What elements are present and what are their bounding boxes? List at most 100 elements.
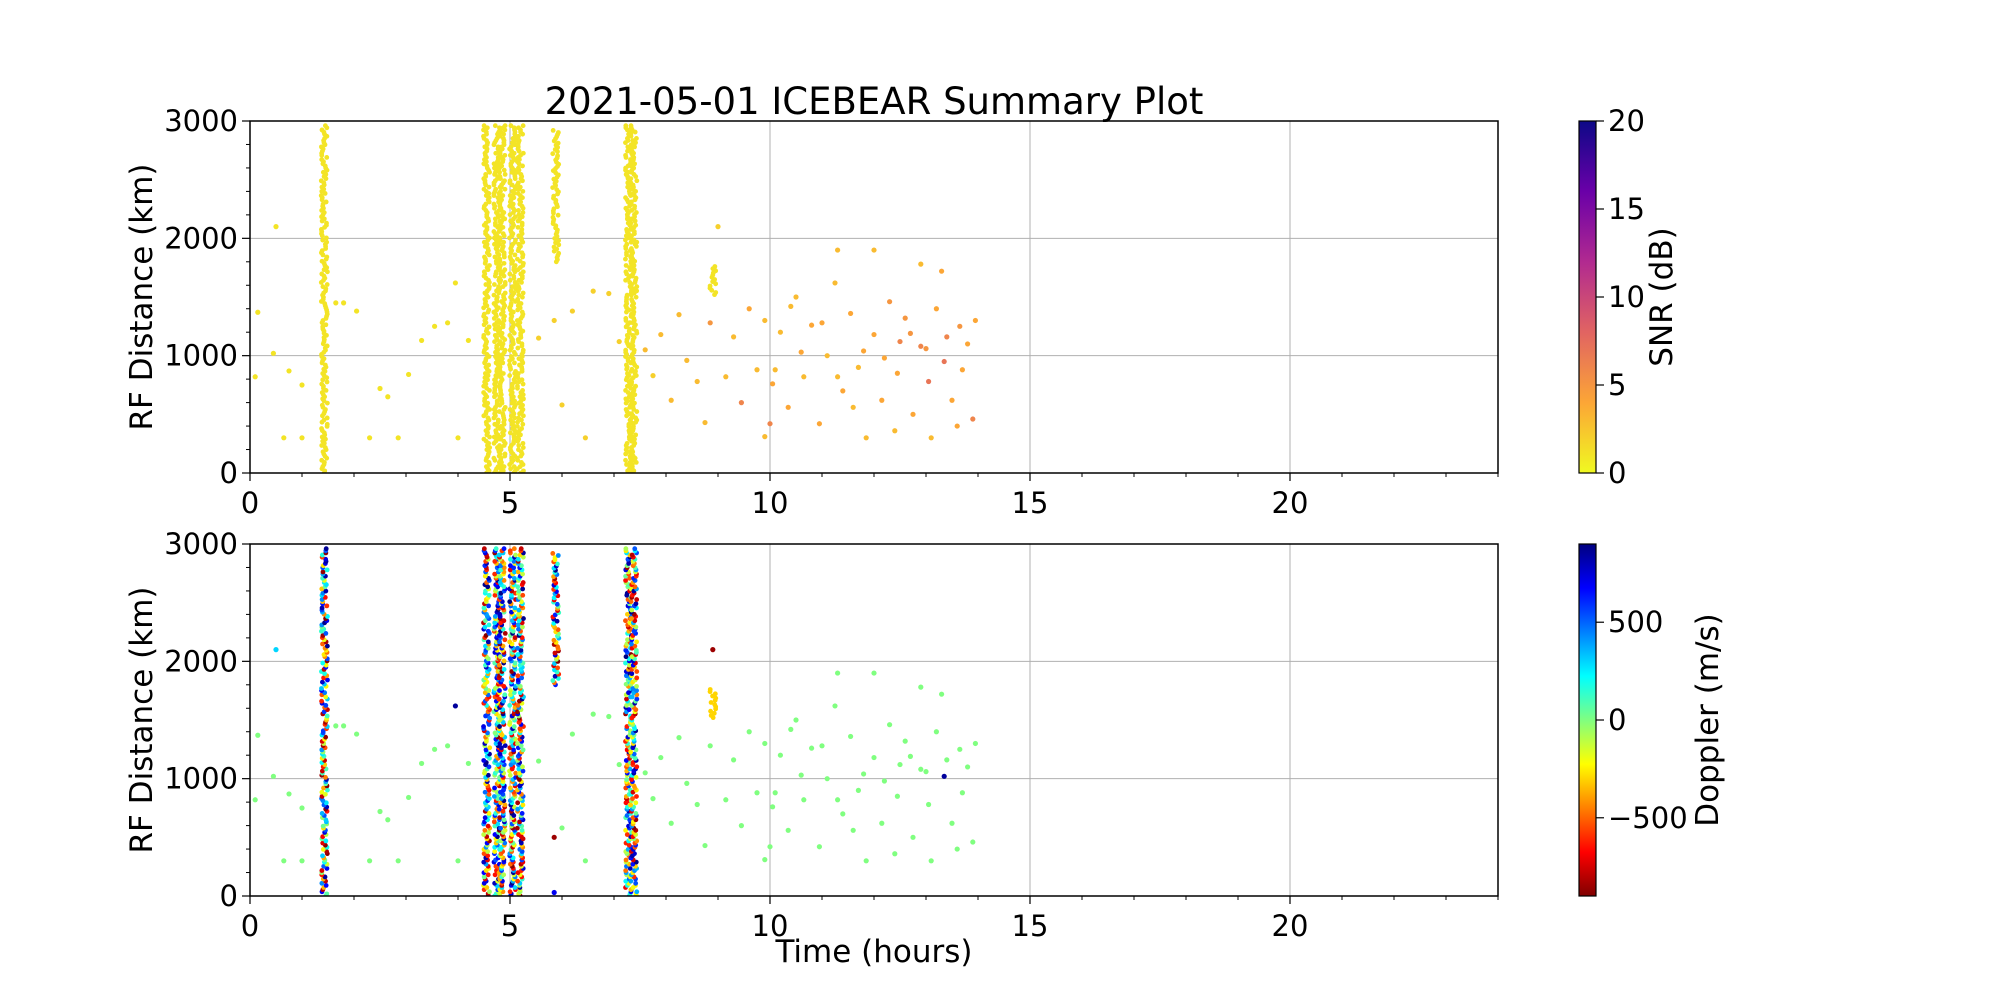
streak-point bbox=[502, 802, 508, 808]
streak-point bbox=[483, 172, 489, 177]
data-point bbox=[850, 404, 856, 410]
data-point bbox=[907, 753, 914, 759]
streak-point bbox=[629, 462, 635, 467]
streak-point bbox=[482, 254, 487, 260]
streak-point bbox=[321, 785, 326, 791]
streak-point bbox=[712, 702, 718, 708]
data-point bbox=[824, 776, 830, 782]
streak-point bbox=[555, 665, 561, 671]
streak-point bbox=[323, 631, 329, 636]
streak-point bbox=[319, 698, 324, 704]
streak-point bbox=[623, 857, 629, 863]
streak-point bbox=[520, 747, 526, 753]
streak-point bbox=[519, 377, 525, 383]
streak-point bbox=[628, 749, 634, 755]
streak-point bbox=[487, 715, 493, 721]
streak-column bbox=[550, 127, 562, 265]
streak-point bbox=[481, 436, 487, 442]
streak-point bbox=[508, 354, 514, 359]
streak-point bbox=[624, 696, 629, 702]
streak-point bbox=[625, 637, 630, 643]
streak-point bbox=[518, 743, 524, 749]
data-point bbox=[658, 754, 664, 761]
streak-point bbox=[492, 123, 498, 129]
data-point bbox=[299, 805, 305, 811]
streak-point bbox=[493, 150, 499, 156]
streak-point bbox=[623, 123, 629, 129]
streak-point bbox=[519, 294, 525, 300]
data-point bbox=[902, 738, 908, 744]
streak-point bbox=[486, 791, 492, 797]
streak-point bbox=[513, 237, 518, 243]
streak-point bbox=[486, 622, 492, 628]
snr-panel-ticks: 0 5 10 15 20 0 1000 2000 3000 bbox=[164, 104, 1499, 520]
streak-point bbox=[634, 764, 640, 770]
streak-point bbox=[634, 688, 639, 693]
streak-column bbox=[628, 546, 640, 896]
streak-point bbox=[324, 343, 330, 349]
streak-point bbox=[324, 643, 330, 649]
data-point bbox=[642, 347, 648, 353]
streak-point bbox=[497, 235, 503, 241]
streak-point bbox=[496, 662, 502, 668]
data-point bbox=[933, 729, 940, 735]
streak-point bbox=[507, 254, 513, 260]
data-point bbox=[894, 370, 901, 376]
data-point bbox=[650, 373, 656, 379]
streak-point bbox=[498, 736, 504, 742]
streak-point bbox=[497, 256, 503, 262]
streak-point bbox=[520, 290, 526, 296]
streak-point bbox=[629, 296, 634, 302]
y-tick-label: 0 bbox=[220, 879, 238, 913]
data-point bbox=[676, 312, 682, 318]
streak-point bbox=[623, 237, 628, 243]
data-point bbox=[785, 827, 791, 833]
streak-point bbox=[519, 309, 525, 315]
streak-point bbox=[322, 123, 328, 129]
x-tick-label: 0 bbox=[241, 486, 259, 520]
streak-point bbox=[492, 620, 498, 626]
streak-point bbox=[623, 647, 629, 653]
data-point bbox=[762, 317, 768, 324]
streak-point bbox=[634, 675, 640, 681]
streak-point bbox=[623, 868, 629, 873]
streak-point bbox=[515, 424, 520, 429]
streak-point bbox=[325, 677, 330, 683]
streak-point bbox=[319, 880, 325, 886]
streak-point bbox=[481, 186, 487, 192]
streak-point bbox=[501, 667, 507, 672]
data-point bbox=[832, 280, 838, 286]
streak-point bbox=[554, 561, 560, 567]
data-point bbox=[270, 773, 276, 779]
data-point bbox=[536, 335, 542, 341]
doppler-colorbar: −500 0 500 Doppler (m/s) bbox=[1578, 543, 1726, 897]
doppler-panel-frame bbox=[249, 543, 1499, 897]
streak-point bbox=[554, 601, 560, 607]
data-point bbox=[606, 713, 612, 720]
streak-point bbox=[516, 832, 521, 837]
streak-point bbox=[502, 637, 508, 643]
streak-point bbox=[630, 796, 635, 801]
data-point bbox=[785, 404, 791, 410]
streak-point bbox=[507, 407, 513, 412]
streak-point bbox=[712, 691, 718, 697]
streak-point bbox=[521, 468, 526, 473]
streak-point bbox=[502, 178, 507, 184]
data-point bbox=[835, 797, 841, 803]
x-tick-label: 10 bbox=[752, 909, 789, 943]
streak-point bbox=[497, 174, 503, 179]
streak-point bbox=[516, 133, 521, 139]
streak-point bbox=[516, 447, 521, 453]
data-point bbox=[941, 773, 947, 779]
data-point bbox=[738, 823, 745, 829]
streak-point bbox=[623, 546, 629, 552]
data-point bbox=[286, 791, 292, 797]
streak-point bbox=[623, 362, 629, 368]
streak-point bbox=[625, 184, 631, 190]
streak-point bbox=[486, 324, 492, 330]
data-point bbox=[406, 371, 412, 378]
streak-point bbox=[497, 741, 503, 746]
data-point bbox=[767, 844, 773, 850]
streak-point bbox=[623, 654, 629, 660]
streak-point bbox=[324, 421, 330, 427]
